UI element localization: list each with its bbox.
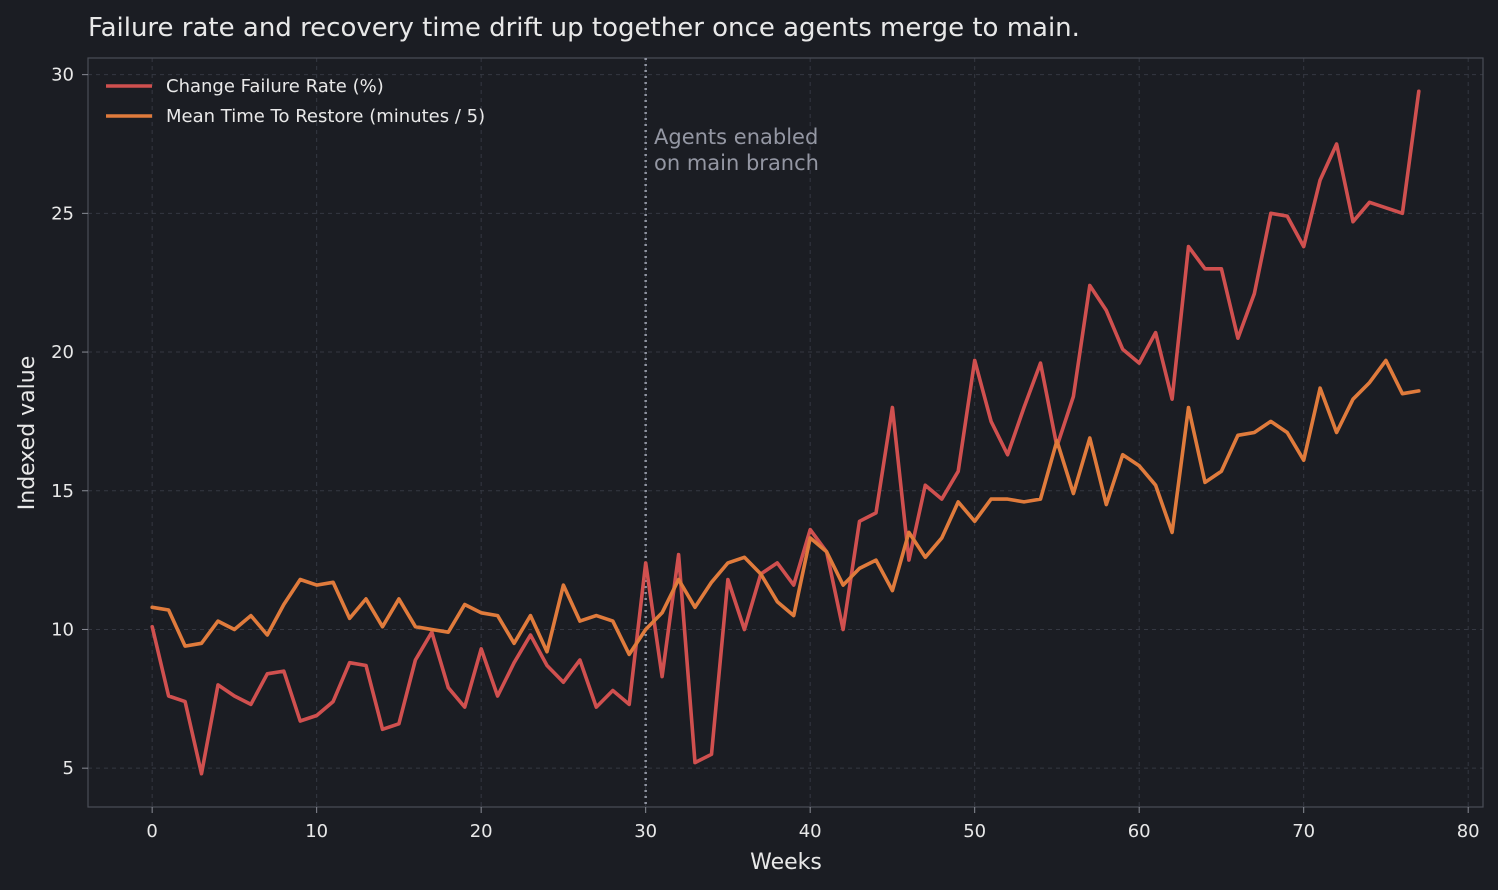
y-tick-label: 20 xyxy=(51,342,74,363)
x-tick-label: 10 xyxy=(305,821,328,842)
series-line-mean-time-to-restore xyxy=(150,358,1421,657)
chart-title: Failure rate and recovery time drift up … xyxy=(88,13,1080,43)
legend-label-change-failure-rate: Change Failure Rate (%) xyxy=(166,76,384,97)
x-tick-label: 70 xyxy=(1292,821,1315,842)
legend-label-mean-time-to-restore: Mean Time To Restore (minutes / 5) xyxy=(166,106,485,127)
annotation-line-2: on main branch xyxy=(654,151,819,175)
x-tick-label: 0 xyxy=(146,821,157,842)
y-axis-ticks: 5 10 15 20 25 30 xyxy=(51,65,88,779)
plot-frame xyxy=(87,57,1484,808)
y-tick-label: 5 xyxy=(63,758,74,779)
x-axis-label: Weeks xyxy=(750,850,822,875)
series-lines xyxy=(150,89,1421,776)
annotation-line-1: Agents enabled xyxy=(654,125,818,149)
x-tick-label: 20 xyxy=(470,821,493,842)
x-tick-label: 40 xyxy=(799,821,822,842)
x-axis-ticks: 0 10 20 30 40 50 60 70 80 xyxy=(146,807,1480,842)
legend: Change Failure Rate (%) Mean Time To Res… xyxy=(106,76,485,127)
y-tick-label: 30 xyxy=(51,65,74,86)
y-tick-label: 15 xyxy=(51,481,74,502)
x-tick-label: 30 xyxy=(634,821,657,842)
x-tick-label: 80 xyxy=(1457,821,1480,842)
x-tick-label: 60 xyxy=(1128,821,1151,842)
y-tick-label: 25 xyxy=(51,203,74,224)
x-tick-label: 50 xyxy=(963,821,986,842)
y-axis-label: Indexed value xyxy=(15,356,40,510)
y-tick-label: 10 xyxy=(51,619,74,640)
series-line-change-failure-rate xyxy=(150,89,1421,776)
